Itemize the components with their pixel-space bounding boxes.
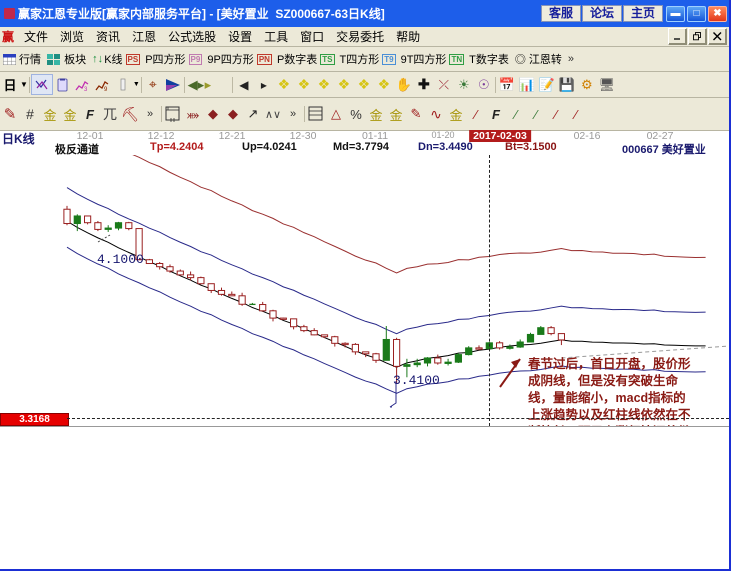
svg-text:9: 9	[104, 87, 108, 92]
svg-text:3: 3	[84, 87, 88, 92]
